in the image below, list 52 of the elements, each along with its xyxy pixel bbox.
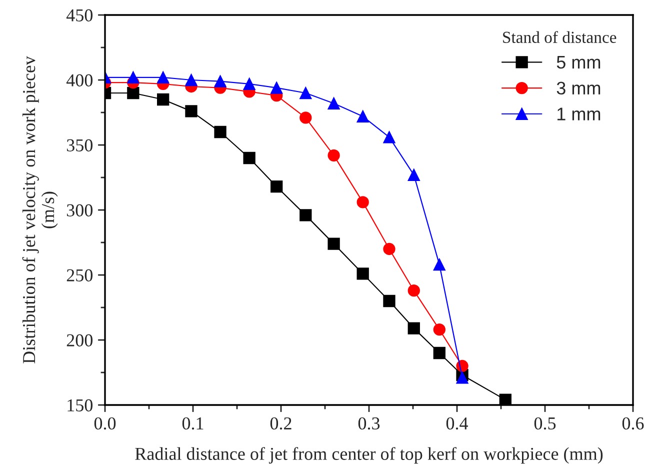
point [356,268,369,280]
y-tick-label: 250 [66,269,93,282]
x-tick-label: 0.1 [182,417,204,430]
point [456,372,468,384]
y-tick-label: 450 [66,9,93,22]
y-tick-label: 350 [66,139,93,152]
legend-label: 5 mm [556,56,600,69]
point [433,258,446,271]
y-axis-title: Distribution of jet velocity on work piecev (m/s) [22,56,58,364]
y-tick-label: 400 [66,74,93,86]
point [383,131,396,144]
x-axis-title: Radial distance of jet from center of top kerf on workpiece (mm) [135,447,603,464]
y-tick-label: 150 [68,399,93,412]
point [270,82,283,94]
point [328,97,340,110]
point [433,346,446,360]
point [356,196,369,208]
point [157,93,170,106]
point [243,78,256,90]
point [270,180,283,193]
point [408,284,420,297]
x-tick-label: 0.5 [534,417,556,430]
point [127,86,140,100]
point [157,71,170,84]
point [328,238,340,250]
y-tick-label: 300 [66,204,93,216]
point [214,126,226,138]
point [408,322,420,334]
point [383,242,396,256]
point [499,394,512,405]
x-tick-label: 0.6 [622,417,644,430]
y-tick-label: 200 [66,334,93,346]
point [185,74,198,86]
point [300,209,312,222]
point [408,168,420,181]
x-tick-label: 0.4 [446,417,468,430]
point [243,152,256,164]
x-tick-label: 0.2 [270,417,292,430]
x-tick-label: 0.0 [94,417,116,430]
x-tick-label: 0.3 [358,417,380,430]
point [127,71,140,84]
point [300,86,312,100]
legend-label: 1 mm [558,108,600,120]
legend-title: Stand of distance [503,31,616,43]
point [328,149,340,162]
legend-label: 3 mm [556,82,600,95]
point [356,110,369,122]
point [433,324,446,336]
point [383,294,396,308]
point [300,112,312,124]
point [185,105,198,118]
point [214,75,226,88]
